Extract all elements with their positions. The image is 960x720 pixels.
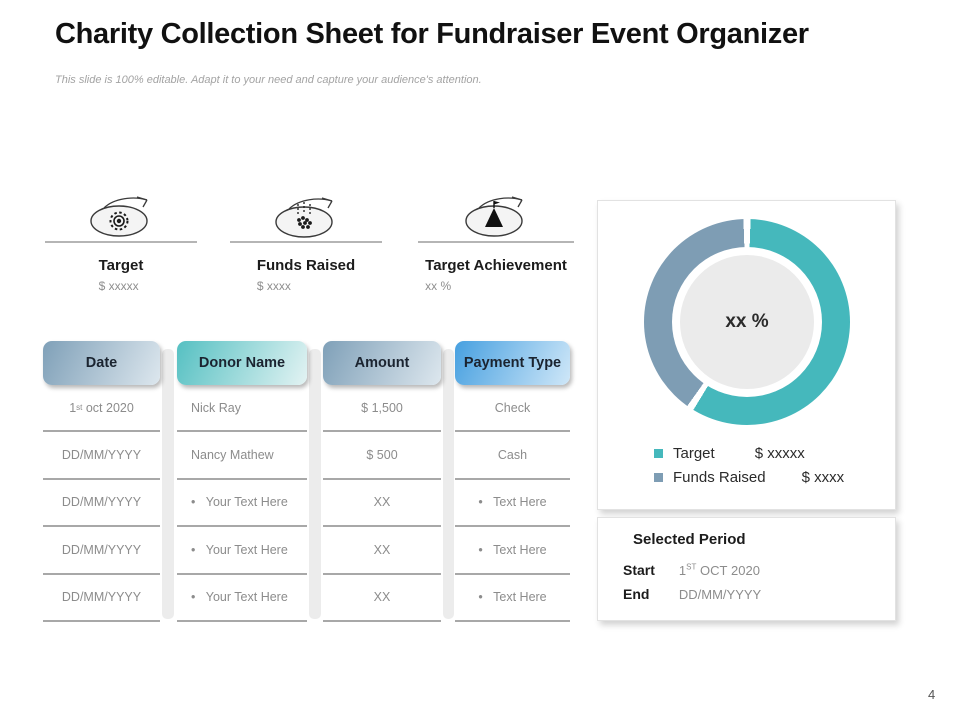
end-value: DD/MM/YYYY	[678, 587, 762, 602]
legend-item-funds-raised: Funds Raised $ xxxx	[654, 469, 844, 486]
donation-coins-icon	[275, 197, 333, 238]
stat-label: Target Achievement	[425, 257, 567, 274]
cell-date: DD/MM/YYYY	[43, 575, 160, 622]
page-number: 4	[928, 687, 936, 702]
cell-payment: Check	[455, 385, 570, 433]
stat-target: Target $ xxxxx	[45, 193, 197, 295]
page-title: Charity Collection Sheet for Fundraiser …	[55, 18, 809, 50]
legend-label: Funds Raised	[673, 469, 766, 486]
legend-swatch-funds-raised	[654, 473, 663, 482]
slide-subtitle: This slide is 100% editable. Adapt it to…	[55, 74, 482, 86]
cell-donor: • Your Text Here	[177, 527, 307, 575]
stat-divider	[418, 241, 574, 243]
donut-center-label: xx %	[680, 255, 814, 389]
selected-period-title: Selected Period	[633, 531, 746, 548]
stat-label: Target	[98, 257, 144, 274]
cell-payment: • Text Here	[455, 575, 570, 622]
stat-value: $ xxxx	[256, 279, 291, 293]
cell-amount: XX	[323, 527, 441, 575]
cell-donor: Nancy Mathew	[177, 432, 307, 480]
cell-date: DD/MM/YYYY	[43, 480, 160, 528]
legend-value: $ xxxx	[801, 469, 845, 486]
chart-card: xx % Target $ xxxxx Funds Raised $ xxxx	[597, 200, 896, 510]
cell-payment: • Text Here	[455, 527, 570, 575]
selected-period-card: Selected Period Start 1ST OCT 2020 End D…	[597, 517, 896, 621]
cell-payment: • Text Here	[455, 480, 570, 528]
donut-hole: xx %	[672, 247, 822, 397]
stat-value: xx %	[425, 279, 452, 293]
stat-divider	[45, 241, 197, 243]
cell-payment: Cash	[455, 432, 570, 480]
column-amount: Amount $ 1,500 $ 500 XX XX XX	[323, 341, 441, 622]
stat-divider	[230, 241, 382, 243]
stat-funds-raised: Funds Raised $ xxxx	[230, 193, 382, 295]
column-header-date: Date	[43, 341, 160, 385]
end-label: End	[623, 586, 650, 602]
achievement-mountain-icon	[465, 196, 523, 237]
stat-label: Funds Raised	[256, 257, 356, 274]
target-icon	[90, 196, 148, 237]
legend-label: Target	[673, 445, 715, 462]
column-divider	[309, 349, 321, 619]
start-value: 1ST OCT 2020	[678, 562, 760, 578]
period-end-row: End DD/MM/YYYY	[623, 586, 761, 602]
cell-date: DD/MM/YYYY	[43, 527, 160, 575]
column-header-amount: Amount	[323, 341, 441, 385]
cell-amount: $ 500	[323, 432, 441, 480]
cell-donor: • Your Text Here	[177, 575, 307, 622]
column-header-payment-type: Payment Type	[455, 341, 570, 385]
stat-value: $ xxxxx	[98, 279, 139, 293]
cell-amount: XX	[323, 480, 441, 528]
legend-item-target: Target $ xxxxx	[654, 445, 844, 462]
legend-value: $ xxxxx	[754, 445, 805, 462]
cell-amount: XX	[323, 575, 441, 622]
cell-amount: $ 1,500	[323, 385, 441, 433]
legend-swatch-target	[654, 449, 663, 458]
cell-donor: Nick Ray	[177, 385, 307, 433]
column-payment-type: Payment Type Check Cash • Text Here • Te…	[455, 341, 570, 622]
period-start-row: Start 1ST OCT 2020	[623, 562, 760, 578]
column-donor-name: Donor Name Nick Ray Nancy Mathew • Your …	[177, 341, 307, 622]
column-divider	[162, 349, 174, 619]
cell-donor: • Your Text Here	[177, 480, 307, 528]
stat-target-achievement: Target Achievement xx %	[418, 193, 574, 295]
column-divider	[443, 349, 454, 619]
start-label: Start	[623, 562, 655, 578]
column-header-donor-name: Donor Name	[177, 341, 307, 385]
chart-legend: Target $ xxxxx Funds Raised $ xxxx	[654, 445, 844, 493]
donut-ring: xx %	[644, 219, 850, 425]
cell-date: DD/MM/YYYY	[43, 432, 160, 480]
